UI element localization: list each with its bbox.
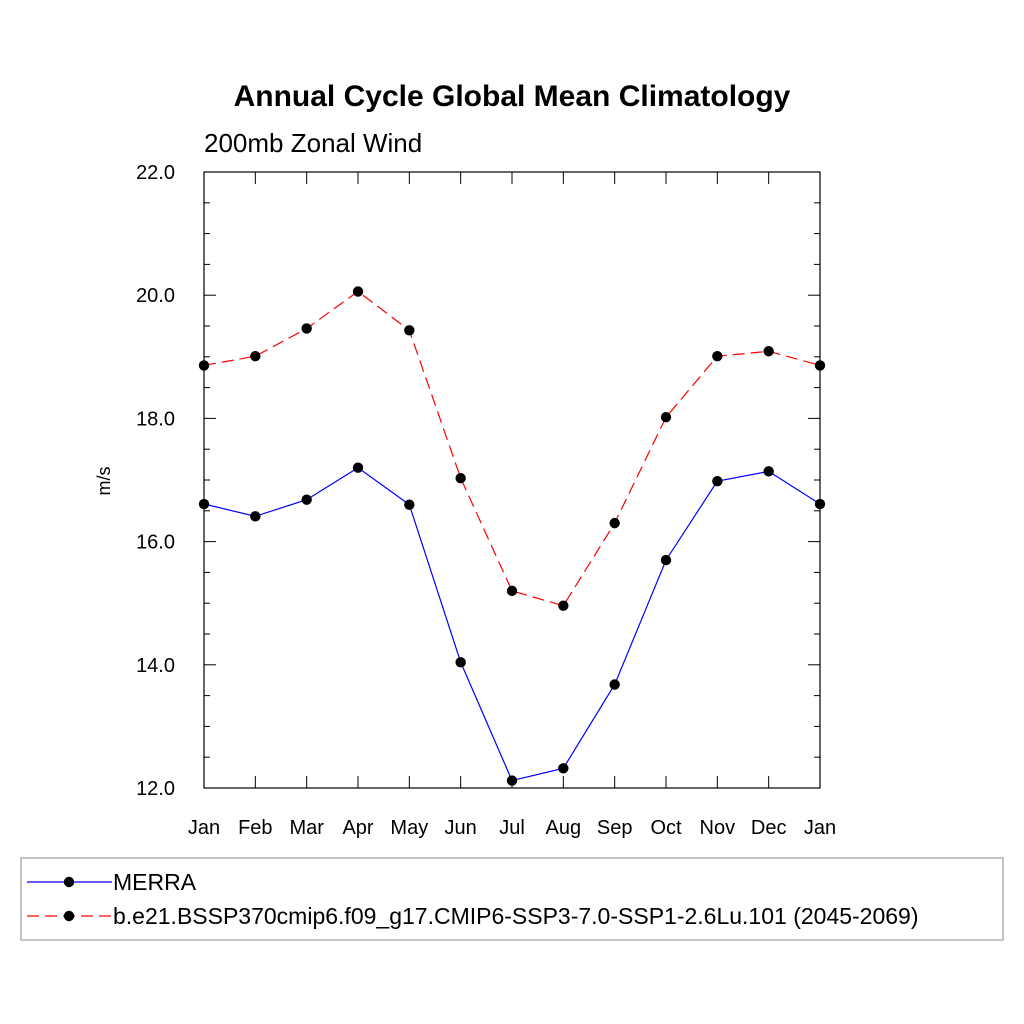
x-tick-label: Jan <box>804 817 836 839</box>
x-tick-label: Jan <box>188 817 220 839</box>
data-point <box>455 472 466 484</box>
x-tick-label: Dec <box>751 817 787 839</box>
data-point <box>352 286 364 297</box>
data-point <box>609 517 620 529</box>
x-tick-label: Mar <box>289 817 324 839</box>
legend-entry: b.e21.BSSP370cmip6.f09_g17.CMIP6-SSP3-7.… <box>27 903 919 929</box>
data-point <box>301 323 312 334</box>
legend-label: b.e21.BSSP370cmip6.f09_g17.CMIP6-SSP3-7.… <box>113 903 919 929</box>
y-tick-label: 18.0 <box>136 408 175 430</box>
y-tick-label: 16.0 <box>136 532 175 554</box>
legend-marker <box>63 876 75 888</box>
legend-label: MERRA <box>113 869 197 895</box>
data-point <box>763 346 774 357</box>
plot-frame <box>203 171 821 789</box>
data-point <box>763 466 774 477</box>
x-tick-label: Nov <box>700 817 736 839</box>
y-tick-label: 20.0 <box>136 285 175 307</box>
x-tick-label: Sep <box>597 817 633 839</box>
y-axis-label: m/s <box>94 467 114 496</box>
data-point <box>660 554 672 566</box>
data-point <box>660 411 672 423</box>
series-2 <box>198 286 826 611</box>
legend-entry: MERRA <box>27 869 197 895</box>
legend: MERRA b.e21.BSSP370cmip6.f09_g17.CMIP6-SS… <box>20 857 1004 941</box>
x-tick-label: Oct <box>650 817 682 839</box>
data-point <box>558 763 569 774</box>
data-point <box>352 462 364 473</box>
legend-marker <box>63 910 75 922</box>
data-point <box>250 511 261 522</box>
data-point <box>404 499 415 510</box>
y-tick-label: 22.0 <box>136 162 175 184</box>
x-tick-label: May <box>390 817 428 839</box>
data-point <box>712 350 723 362</box>
x-tick-labels: Jan Feb Mar Apr May Jun Jul Aug Sep Oct Nov Dec Jan <box>188 817 836 839</box>
series-1 <box>198 462 826 786</box>
y-tick-label: 12.0 <box>136 778 175 800</box>
data-point <box>712 476 723 487</box>
y-tick-label: 14.0 <box>136 655 175 677</box>
chart-subtitle: 200mb Zonal Wind <box>204 128 422 158</box>
data-point <box>558 600 569 611</box>
data-point <box>506 585 518 597</box>
data-point <box>250 350 261 362</box>
legend-box <box>20 857 1004 941</box>
data-point <box>404 325 415 336</box>
data-point <box>506 775 518 786</box>
x-tick-label: Jun <box>445 817 477 839</box>
axis-ticks <box>203 171 821 789</box>
data-point <box>301 494 312 505</box>
chart-title: Annual Cycle Global Mean Climatology <box>234 80 791 113</box>
y-tick-labels: 12.0 14.0 16.0 18.0 20.0 22.0 <box>136 162 175 800</box>
series-layer <box>198 286 826 786</box>
x-tick-label: Feb <box>238 817 272 839</box>
x-tick-label: Apr <box>342 817 373 839</box>
data-point <box>455 657 466 668</box>
series-line <box>203 466 821 782</box>
data-point <box>609 679 620 690</box>
x-tick-label: Jul <box>499 817 525 839</box>
x-tick-label: Aug <box>546 817 582 839</box>
series-line <box>203 290 821 607</box>
